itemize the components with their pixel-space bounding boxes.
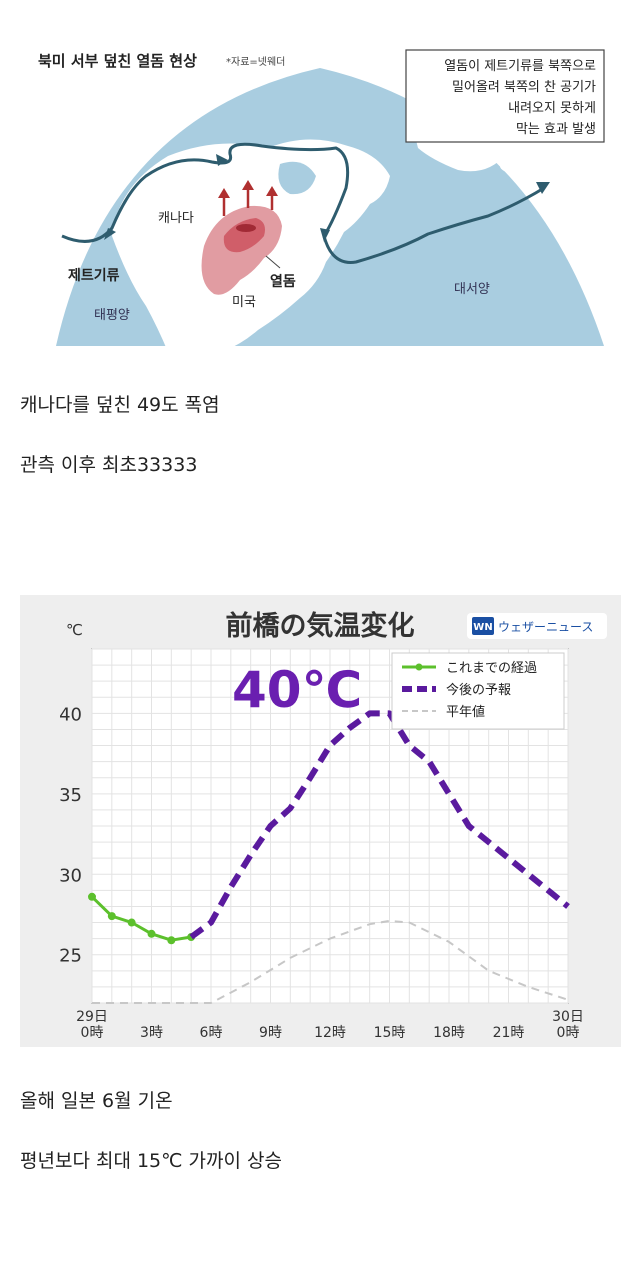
legend-label: 今後の予報: [446, 682, 511, 698]
legend-label: 平年値: [446, 704, 485, 720]
label-atlantic: 대서양: [454, 282, 490, 297]
y-tick-label: 40: [59, 704, 82, 725]
series-point: [167, 936, 176, 945]
jet-arrow-icon-2: [216, 154, 228, 166]
x-tick-label: 9時: [259, 1025, 282, 1041]
legend-label: これまでの経過: [446, 661, 537, 676]
x-tick-label-date: 30日: [552, 1009, 584, 1025]
callout-line-3: 내려오지 못하게: [508, 101, 596, 116]
x-tick-label: 15時: [374, 1025, 406, 1041]
series-line-2: [189, 710, 570, 940]
label-pacific: 태평양: [94, 308, 130, 323]
heat-dome-center: [236, 224, 256, 232]
x-tick-label: 18時: [433, 1025, 465, 1041]
x-tick-label: 12時: [314, 1025, 346, 1041]
series-point: [88, 892, 96, 901]
map-title: 북미 서부 덮친 열돔 현상: [38, 52, 197, 70]
x-tick-label: 0時: [557, 1025, 580, 1041]
callout-line-2: 밀어올려 북쪽의 찬 공기가: [452, 80, 596, 95]
series-point: [147, 929, 156, 938]
callout-line-4: 막는 효과 발생: [516, 122, 596, 137]
label-heat-dome: 열돔: [270, 273, 296, 290]
series-point: [127, 918, 136, 927]
highlight-temperature: 40℃: [232, 661, 362, 719]
jet-arrow-icon-1: [104, 228, 116, 240]
x-tick-label-date: 29日: [76, 1009, 108, 1025]
x-tick-label: 6時: [200, 1025, 223, 1041]
wn-logo-text: WN: [473, 622, 492, 633]
callout-box: [405, 49, 605, 143]
callout-line-1: 열돔이 제트기류를 북쪽으로: [444, 59, 596, 74]
caption-line-4: 평년보다 최대 15℃ 가까이 상승: [20, 1150, 282, 1172]
jet-arrow-icon-4: [536, 182, 550, 194]
europe-land: [538, 176, 578, 216]
caption-line-3: 올해 일본 6월 기온: [20, 1090, 173, 1112]
map-source: *자료=넷웨더: [226, 56, 285, 68]
badge-text: ウェザーニュース: [498, 620, 593, 634]
wn-logo-icon: [472, 617, 494, 635]
jet-arrow-icon-3: [320, 228, 330, 242]
x-tick-label: 21時: [493, 1025, 525, 1041]
caption-line-1: 캐나다를 덮친 49도 폭염: [20, 394, 220, 416]
iceland-land: [500, 159, 528, 173]
chart-title: 前橋の気温変化: [226, 610, 415, 642]
weather-news-badge: WN ウェザーニュース: [467, 613, 607, 639]
y-tick-label: 30: [59, 865, 82, 886]
temperature-chart: 前橋の気温変化 WN ウェザーニュース ℃ 25 30 35 40 29日 0時 3時 6時 9…: [20, 595, 621, 1047]
series-point: [107, 912, 116, 921]
y-tick-label: 35: [59, 785, 82, 806]
upward-arrows-icon: [218, 180, 278, 216]
caption-line-2: 관측 이후 최초33333: [20, 454, 198, 476]
label-jet-stream: 제트기류: [68, 268, 120, 284]
series-line-3: [92, 919, 569, 1004]
heat-dome-map: 북미 서부 덮친 열돔 현상 *자료=넷웨더 열돔이 제트기류를 북쪽으로 밀어…: [18, 36, 622, 352]
legend-marker: [415, 663, 423, 671]
series-layer: [88, 710, 570, 1004]
y-axis-unit: ℃: [66, 621, 83, 639]
x-tick-label: 0時: [81, 1025, 104, 1041]
x-tick-label: 3時: [140, 1025, 163, 1041]
label-usa: 미국: [232, 295, 256, 310]
hudson-bay-water: [278, 161, 316, 195]
jet-stream-line: [61, 142, 545, 264]
y-tick-label: 25: [59, 946, 82, 967]
heat-label-leader: [265, 255, 281, 269]
label-canada: 캐나다: [158, 211, 194, 226]
